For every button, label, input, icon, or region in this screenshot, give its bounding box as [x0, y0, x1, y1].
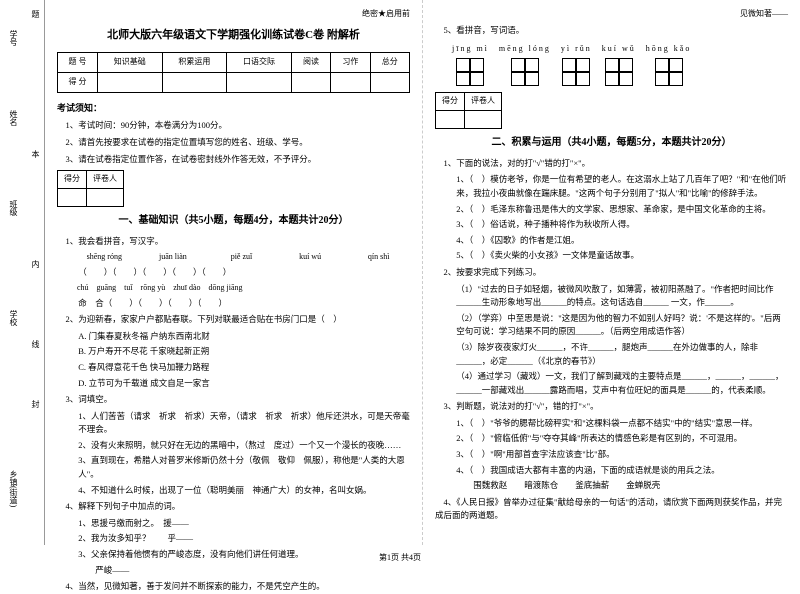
margin-lbl: 班级 [8, 200, 19, 216]
score-h: 阅读 [291, 53, 330, 73]
security-label: 绝密★启用前 [57, 8, 410, 21]
left-column: 绝密★启用前 北师大版六年级语文下学期强化训练试卷C卷 附解析 题 号 知识基础… [45, 0, 423, 545]
q3-stem: 3、词填空。 [57, 393, 410, 407]
pinyin-box[interactable]: kuí wǔ [602, 43, 636, 86]
s2q1-item: 3、（ ）俗话说，种子播种将作为秋收所人得。 [456, 218, 788, 232]
s2q3-stem: 3、判断题，说法对的打"√"，错的打"×"。 [435, 400, 788, 414]
q3-line: 3、直到现在，希腊人对普罗米修斯仍然十分（敬佩 敬仰 佩服），称他是"人类的大恩… [78, 454, 410, 481]
pinyin-box[interactable]: yì rǔn [561, 43, 592, 86]
score-h: 知识基础 [98, 53, 163, 73]
pinyin-grid-row: jīng mì mēng lóng yì rǔn kuí wǔ hōng kǎo [452, 43, 788, 86]
grader-c1: 得分 [436, 93, 465, 111]
pinyin-box[interactable]: hōng kǎo [646, 43, 692, 86]
s2q2-item: （2）（学弈）中至思是说："这是因为他的智力不如别人好吗？说：'不是这样的'。"… [456, 312, 788, 339]
q4-line: 2、我为汝多知乎？ 乎—— [78, 532, 410, 546]
margin-lbl: 学校 [8, 310, 19, 326]
q2-stem: 2、为迎新春，家家户户都贴春联。下列对联最适合贴在书房门口是（ ） [57, 313, 410, 327]
q2-opt: C. 春风得意花千色 快马加鞭力路程 [78, 361, 410, 375]
s2q3-item: 3、（ ）"啊"用部首查字法应该查"比"部。 [456, 448, 788, 462]
s2q3-item: 围魏救赵 暗渡陈仓 釜底抽薪 金蝉脱壳 [456, 479, 788, 493]
q1-paren[interactable]: （ ）（ ）（ ）（ ）（ ） [78, 266, 410, 280]
q5-stem: 4、当然，见微知著，善于发问并不断探索的能力，不是凭空产生的。 [57, 580, 410, 594]
section2-title: 二、积累与运用（共4小题，每题5分，本题共计20分） [435, 135, 788, 151]
exam-title: 北师大版六年级语文下学期强化训练试卷C卷 附解析 [57, 27, 410, 45]
margin-extra: 题 [30, 10, 41, 18]
q4-stem: 4、解释下列句子中加点的词。 [57, 500, 410, 514]
margin-extra: 线 [30, 340, 41, 348]
margin-extra: 内 [30, 260, 41, 268]
q2-opt: A. 门集春夏秋冬福 户纳东西南北财 [78, 330, 410, 344]
margin-extra: 封 [30, 400, 41, 408]
q1-paren2[interactable]: 命 合（ ）（ ）（ ）（ ） [78, 297, 410, 311]
s2q1-stem: 1、下面的说法，对的打"√"错的打"×"。 [435, 157, 788, 171]
score-h: 习作 [331, 53, 370, 73]
score-h: 题 号 [58, 53, 98, 73]
s2q3-item: 1、（ ）"爷爷的腮帮比磅秤实"和"这棵料袋一点都不结实"中的"结实"意思一样。 [456, 417, 788, 431]
notice-item: 3、请在试卷指定位置作答，在试卷密封线外作答无效，不予评分。 [57, 153, 410, 167]
q4-line: 严峻—— [78, 564, 410, 578]
s2q2-stem: 2、按要求完成下列练习。 [435, 266, 788, 280]
grader-c1: 得分 [58, 171, 87, 189]
margin-extra: 本 [30, 150, 41, 158]
s2q5-stem: 5、看拼音，写词语。 [435, 24, 788, 38]
q1-stem: 1、我会看拼音，写汉字。 [57, 235, 410, 249]
s2q2-item: （1）"过去的日子如轻烟，被微风吹散了，如薄雾，被初阳蒸融了。"作者把时间比作_… [456, 283, 788, 310]
page-footer: 第1页 共4页 [0, 552, 800, 563]
q3-line: 1、人们苦苦（请求 祈求 祈求）天帝，（请求 祈求 祈求）他斥还洪水，可是天帝毫… [78, 410, 410, 437]
grader-c2: 评卷人 [87, 171, 124, 189]
s2q1-item: 2、（ ）毛泽东称鲁迅是伟大的文学家、思想家、革命家，是中国文化革命的主将。 [456, 203, 788, 217]
q1-pinyin2: chú guāng tuǐ rōng yù zhuī dào dōng jiān… [77, 282, 410, 295]
grader-box-2: 得分评卷人 [435, 92, 502, 129]
s2q2-item: （3）除岁夜夜家灯火______，不许______，腿炮声______在外边做事… [456, 341, 788, 368]
score-h: 总分 [370, 53, 409, 73]
notice-item: 1、考试时间：90分钟，本卷满分为100分。 [57, 119, 410, 133]
grader-box: 得分评卷人 [57, 170, 124, 207]
margin-lbl: 学号 [8, 30, 19, 46]
q4-line: 1、思援弓缴而射之。 援—— [78, 517, 410, 531]
s2q3-item: 2、（ ）"俯临低俯"与"夺夺其峰"所表达的情感色彩是有区别的，不可混用。 [456, 432, 788, 446]
q1-pinyin: shēng róng juān liàn piě zuǐ kuí wú qín … [73, 251, 410, 264]
right-column: 见微知著—— 5、看拼音，写词语。 jīng mì mēng lóng yì r… [423, 0, 800, 545]
s2q4-stem: 4、《人民日报》曾举办过征集"献给母亲的一句话"的活动，请欣赏下面两则获奖作品，… [435, 496, 788, 523]
score-table: 题 号 知识基础 积累运用 口语交际 阅读 习作 总分 得 分 [57, 52, 410, 93]
notice-item: 2、请首先按要求在试卷的指定位置填写您的姓名、班级、学号。 [57, 136, 410, 150]
section1-title: 一、基础知识（共5小题，每题4分，本题共计20分） [57, 213, 410, 229]
s2q1-item: 1、（ ）模仿老爷，你是一位有希望的老人。在这溺水上站了几百年了吧？"和"在他们… [456, 173, 788, 200]
q2-opt: D. 立节可为千载道 成文自足一家言 [78, 377, 410, 391]
wisdom-label: 见微知著—— [435, 8, 788, 21]
score-row2: 得 分 [58, 73, 98, 93]
pinyin-box[interactable]: jīng mì [452, 43, 489, 86]
notice-title: 考试须知： [57, 101, 410, 115]
pinyin-box[interactable]: mēng lóng [499, 43, 551, 86]
q3-line: 2、没有火来照明，就只好在无边的黑暗中，（熬过 度过）一个又一个漫长的夜晚…… [78, 439, 410, 453]
grader-c2: 评卷人 [465, 93, 502, 111]
score-h: 口语交际 [227, 53, 292, 73]
binding-margin: 学号 姓名 班级 学校 乡镇(街道) 题 本 内 线 封 [0, 0, 45, 545]
s2q3-item: 4、（ ）我国成语大都有丰富的内涵，下面的成语就是谈的用兵之法。 [456, 464, 788, 478]
margin-lbl: 乡镇(街道) [8, 470, 19, 507]
s2q2-item: （4）通过学习（藏戏）一文，我们了解到藏戏的主要特点是______，______… [456, 370, 788, 397]
s2q1-item: 4、（ ）《囚歌》的作者是江姐。 [456, 234, 788, 248]
s2q1-item: 5、（ ）《卖火柴的小女孩》一文体是童话故事。 [456, 249, 788, 263]
score-h: 积累运用 [162, 53, 227, 73]
q2-opt: B. 万户寿开不尽花 千家晓起新正朔 [78, 345, 410, 359]
q3-line: 4、不知道什么时候，出现了一位（聪明美丽 神通广大）的女神，名叫女娲。 [78, 484, 410, 498]
margin-lbl: 姓名 [8, 110, 19, 126]
